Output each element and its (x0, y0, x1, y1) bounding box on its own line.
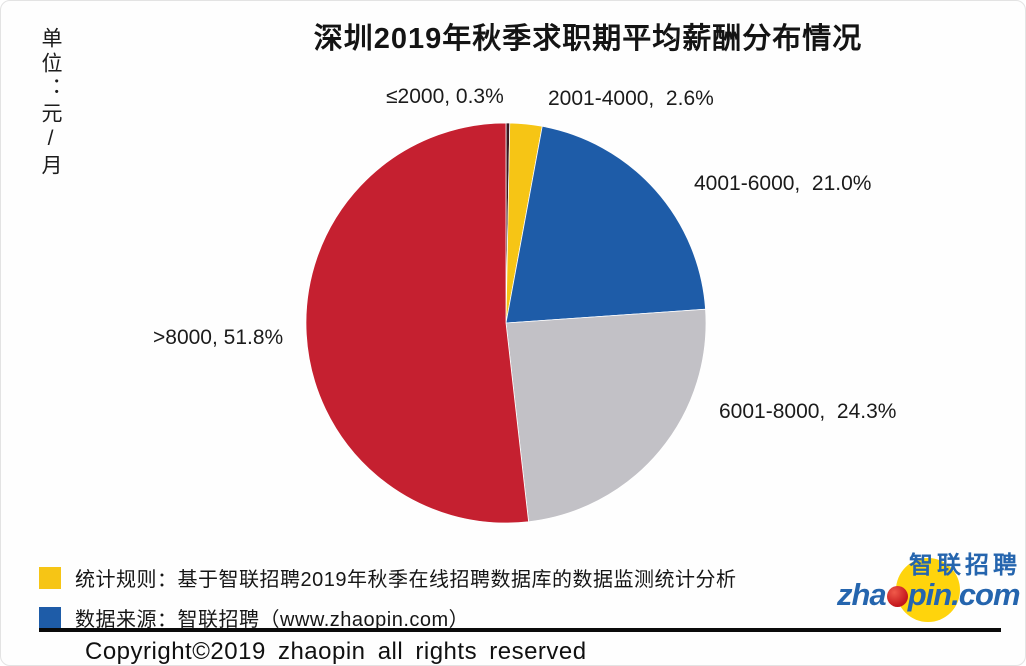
legend-swatch-blue-icon (39, 606, 61, 629)
unit-label: 单位：元/月 (39, 27, 62, 179)
logo-yellow-circle-icon (896, 558, 960, 622)
slice-label-4001-6000: 4001-6000, 21.0% (694, 172, 872, 195)
chart-title: 深圳2019年秋季求职期平均薪酬分布情况 (313, 23, 863, 55)
legend-text-rules: 统计规则：基于智联招聘2019年秋季在线招聘数据库的数据监测统计分析 (75, 569, 737, 591)
slice-label-le2000: ≤2000, 0.3% (386, 85, 504, 108)
legend-text-source: 数据来源：智联招聘（www.zhaopin.com） (75, 609, 470, 631)
legend-row-source: 数据来源：智联招聘（www.zhaopin.com） (39, 603, 737, 632)
slice-label-6001-8000: 6001-8000, 24.3% (719, 400, 897, 423)
logo-red-dot-icon (886, 586, 908, 607)
zhaopin-logo: 智联招聘 zha pin.com (817, 539, 1023, 644)
slice-label-gt8000: >8000, 51.8% (153, 326, 284, 349)
logo-domain-post: pin.com (907, 577, 1021, 612)
logo-domain: zha pin.com (837, 577, 1021, 613)
legend-swatch-yellow-icon (39, 566, 61, 589)
copyright-text: Copyright©2019 zhaopin all rights reserv… (85, 638, 587, 665)
logo-brand-cn: 智联招聘 (909, 552, 1021, 579)
footer-divider (39, 628, 1001, 632)
legend: 统计规则：基于智联招聘2019年秋季在线招聘数据库的数据监测统计分析 数据来源：… (39, 563, 737, 643)
pie-slice->8000 (305, 122, 529, 524)
pie-slice-4001-6000 (505, 125, 706, 324)
pie-slice-6001-8000 (505, 308, 707, 523)
legend-row-rules: 统计规则：基于智联招聘2019年秋季在线招聘数据库的数据监测统计分析 (39, 563, 737, 592)
logo-domain-pre: zha (837, 577, 887, 612)
pie-chart (305, 122, 707, 524)
slice-label-2001-4000: 2001-4000, 2.6% (548, 87, 714, 110)
